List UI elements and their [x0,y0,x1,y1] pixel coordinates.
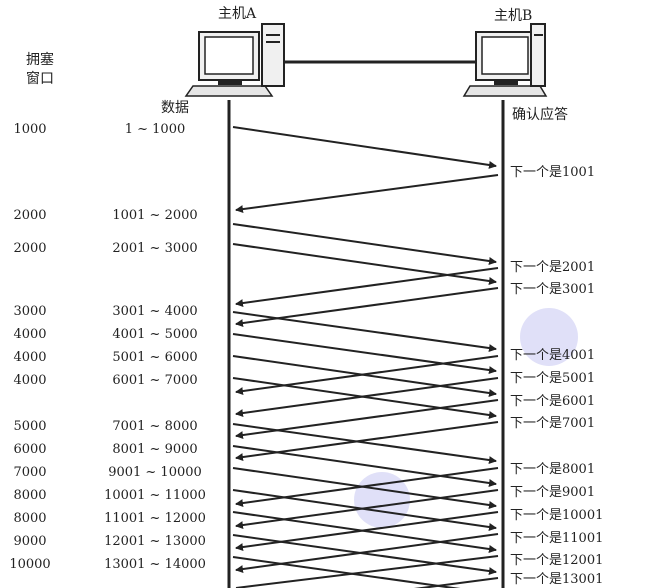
ack-label: 下一个是4001 [510,348,596,363]
cwnd-value: 10000 [9,557,51,572]
ack-arrow [235,533,499,574]
computer-a-icon [184,23,285,97]
data-arrow [232,423,497,464]
highlight-circle [520,308,578,366]
data-header: 数据 [161,100,189,116]
cwnd-value: 2000 [13,208,47,223]
data-range: 9001 ~ 10000 [108,465,202,480]
data-range: 13001 ~ 14000 [104,557,206,572]
data-range: 3001 ~ 4000 [112,304,198,319]
cwnd-header-line1: 拥塞 [26,52,54,68]
ack-label: 下一个是5001 [510,371,596,386]
cwnd-header-line2: 窗口 [26,71,54,87]
ack-label: 下一个是2001 [510,260,596,275]
ack-arrow [235,467,499,508]
ack-arrow [235,511,499,552]
ack-arrow [235,287,499,328]
data-arrow [232,126,497,169]
data-arrow [232,534,497,575]
cwnd-value: 8000 [13,488,47,503]
data-range: 5001 ~ 6000 [112,350,198,365]
ack-arrow [235,355,499,396]
data-range: 1001 ~ 2000 [112,208,198,223]
cwnd-value: 2000 [13,241,47,256]
data-arrow [232,223,497,265]
ack-label: 下一个是6001 [510,394,596,409]
ack-label: 下一个是8001 [510,462,596,477]
ack-arrow [413,577,499,588]
data-range: 7001 ~ 8000 [112,419,198,434]
ack-label: 下一个是9001 [510,485,596,500]
data-range: 12001 ~ 13000 [104,534,206,549]
data-arrow [232,333,497,374]
ack-segments [235,174,499,588]
ack-label: 下一个是11001 [510,531,604,546]
data-range: 6001 ~ 7000 [112,373,198,388]
data-range: 8001 ~ 9000 [112,442,198,457]
ack-arrow [235,399,499,440]
cwnd-value: 3000 [13,304,47,319]
ack-label: 下一个是7001 [510,416,596,431]
ack-arrow [235,555,499,588]
ack-header: 确认应答 [512,107,568,123]
ack-arrow [235,489,499,530]
ack-label: 下一个是13001 [510,572,604,587]
ack-label: 下一个是12001 [510,553,604,568]
host-a-label: 主机A [218,6,257,22]
cwnd-value: 4000 [13,327,47,342]
data-arrow [232,311,497,352]
ack-label: 下一个是3001 [510,282,596,297]
data-range: 11001 ~ 12000 [104,511,206,526]
data-arrow [232,243,497,285]
cwnd-value: 6000 [13,442,47,457]
data-range: 1 ~ 1000 [124,122,186,137]
data-range: 10001 ~ 11000 [104,488,206,503]
cwnd-value: 5000 [13,419,47,434]
ack-arrow [235,377,499,418]
ack-label: 下一个是10001 [510,508,604,523]
data-range: 4001 ~ 5000 [112,327,198,342]
data-range: 2001 ~ 3000 [112,241,198,256]
host-b-label: 主机B [494,8,533,24]
cwnd-value: 8000 [13,511,47,526]
ack-arrow [235,267,499,308]
cwnd-value: 1000 [13,122,47,137]
cwnd-value: 7000 [13,465,47,480]
ack-arrow [235,174,499,214]
cwnd-value: 9000 [13,534,47,549]
ack-arrow [235,421,499,462]
cwnd-value: 4000 [13,373,47,388]
cwnd-value: 4000 [13,350,47,365]
computer-b-icon [462,23,548,97]
ack-label: 下一个是1001 [510,165,596,180]
